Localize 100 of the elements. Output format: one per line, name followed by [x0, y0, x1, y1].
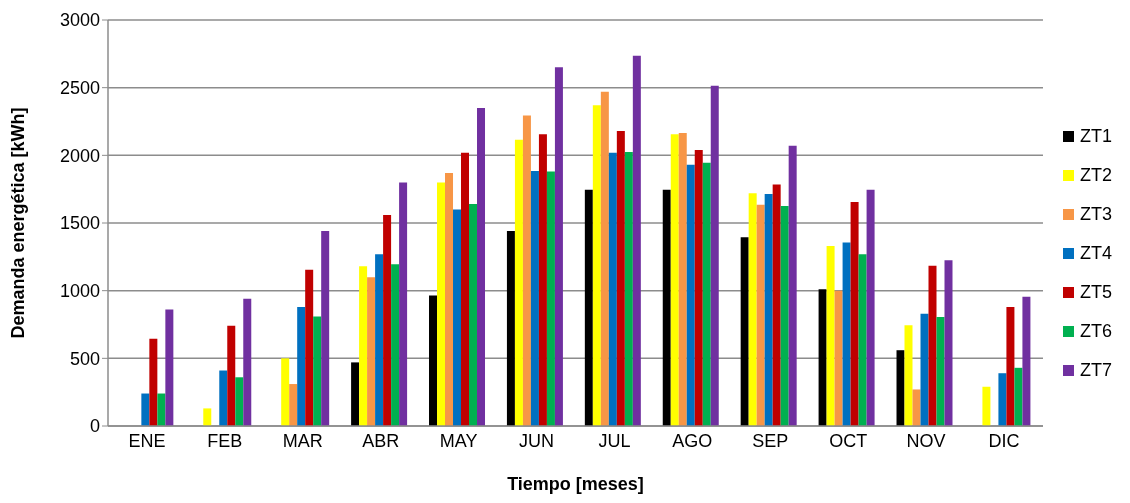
bar: [297, 306, 306, 426]
bar: [437, 182, 446, 426]
bar: [616, 130, 625, 426]
bar: [710, 85, 719, 426]
bar: [866, 189, 875, 426]
bar: [1014, 367, 1023, 426]
bar: [896, 350, 905, 426]
bar: [461, 152, 470, 426]
legend-label: ZT5: [1079, 281, 1112, 303]
bar: [788, 145, 797, 426]
bar: [826, 246, 835, 426]
bar: [554, 67, 563, 426]
x-tick-label: ABR: [362, 430, 400, 451]
bar: [694, 149, 703, 426]
x-tick-label: JUN: [519, 430, 555, 451]
bar: [920, 313, 929, 426]
bar: [858, 254, 867, 426]
x-tick-label: MAY: [439, 430, 478, 451]
y-axis-title: Demanda energética [kWh]: [8, 107, 29, 339]
bar: [740, 237, 749, 426]
bar: [546, 171, 555, 426]
y-tick-label: 2000: [59, 145, 100, 166]
bar: [670, 134, 679, 426]
bar: [203, 408, 212, 426]
bar: [632, 55, 641, 426]
y-tick-label: 1000: [59, 281, 100, 302]
bar: [608, 152, 617, 426]
bar: [530, 170, 539, 426]
x-tick-label: JUL: [598, 430, 631, 451]
bar: [165, 309, 174, 426]
bar: [764, 193, 773, 426]
x-tick-label: DIC: [988, 430, 1020, 451]
legend-label: ZT6: [1079, 320, 1112, 342]
bar: [818, 289, 827, 426]
bar: [243, 298, 252, 426]
bar: [904, 325, 913, 426]
bar: [624, 151, 633, 426]
legend-label: ZT7: [1079, 359, 1112, 381]
bar: [936, 317, 945, 426]
bar: [429, 295, 438, 426]
legend-label: ZT3: [1079, 203, 1112, 225]
bar: [506, 231, 515, 426]
bar: [772, 184, 781, 426]
bar: [702, 162, 711, 426]
bar: [1022, 296, 1031, 426]
bar: [399, 182, 408, 426]
x-tick-label: SEP: [752, 430, 789, 451]
bar: [157, 393, 166, 426]
bar: [600, 91, 609, 426]
bar: [477, 107, 486, 426]
x-tick-label: NOV: [906, 430, 946, 451]
bar: [842, 242, 851, 426]
bar: [321, 231, 330, 426]
x-tick-label: MAR: [282, 430, 323, 451]
bar: [998, 373, 1007, 426]
bar: [748, 193, 757, 426]
bar: [522, 115, 531, 426]
bar: [469, 204, 478, 426]
legend-label: ZT4: [1079, 242, 1112, 264]
bar: [1006, 306, 1015, 426]
x-tick-label: ENE: [128, 430, 166, 451]
bar: [281, 358, 290, 426]
bar: [686, 164, 695, 426]
bar: [756, 204, 765, 426]
bar: [351, 362, 360, 426]
bar: [850, 202, 859, 426]
y-tick-label: 1500: [59, 213, 100, 234]
bar: [678, 133, 687, 426]
bar: [359, 266, 368, 426]
x-axis-title: Tiempo [meses]: [507, 474, 644, 494]
bar: [912, 389, 921, 426]
x-tick-label: AGO: [672, 430, 713, 451]
bar: [514, 139, 523, 426]
bar: [453, 209, 462, 426]
bar: [834, 290, 843, 426]
bar: [584, 189, 593, 426]
bar: [391, 264, 400, 426]
bar: [780, 206, 789, 426]
bar: [141, 393, 150, 426]
x-tick-label: FEB: [207, 430, 243, 451]
bar: [227, 325, 236, 426]
x-tick-label: OCT: [829, 430, 868, 451]
y-tick-label: 500: [69, 348, 100, 369]
bar: [305, 269, 314, 426]
bar: [235, 377, 244, 426]
y-tick-label: 3000: [59, 10, 100, 31]
bar: [375, 254, 384, 426]
bar: [538, 134, 547, 426]
y-tick-label: 2500: [59, 78, 100, 99]
bar: [944, 260, 953, 426]
bar: [592, 105, 601, 426]
legend-label: ZT1: [1079, 125, 1112, 147]
y-tick-label: 0: [89, 416, 100, 437]
bar: [289, 384, 298, 426]
bar: [367, 277, 376, 426]
bar: [662, 189, 671, 426]
bar: [313, 316, 322, 426]
bar: [982, 386, 991, 426]
legend-label: ZT2: [1079, 164, 1112, 186]
bar: [928, 265, 937, 426]
